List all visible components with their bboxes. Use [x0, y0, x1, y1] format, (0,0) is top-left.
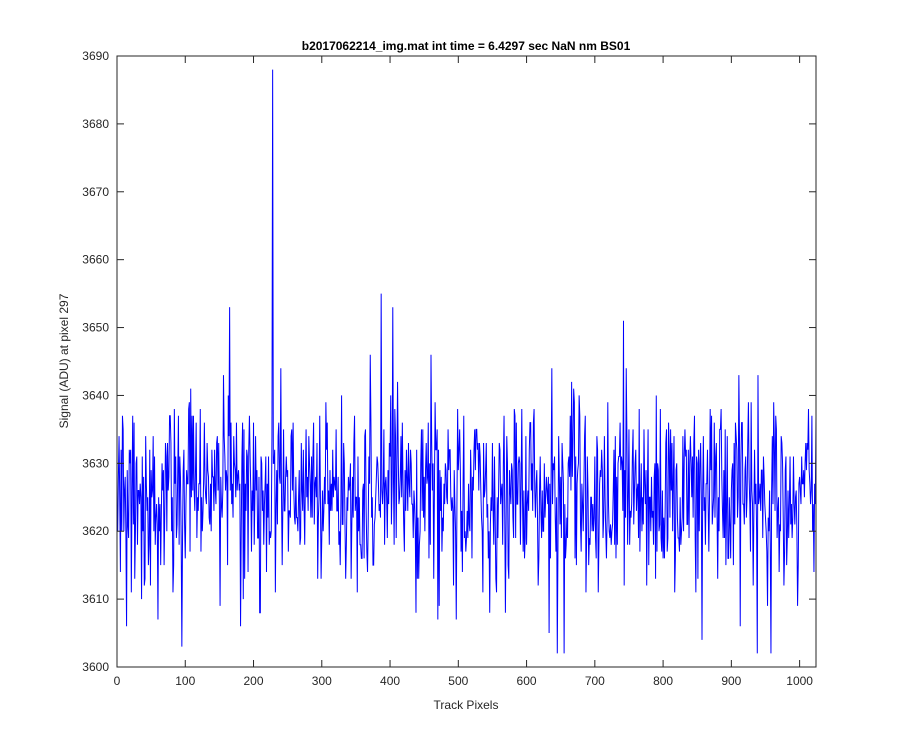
x-axis-label: Track Pixels: [434, 698, 499, 712]
y-tick-label: 3650: [82, 321, 109, 335]
x-tick-label: 100: [175, 674, 195, 688]
x-tick-label: 300: [312, 674, 332, 688]
x-tick-label: 200: [244, 674, 264, 688]
y-tick-label: 3600: [82, 660, 109, 674]
y-tick-label: 3610: [82, 592, 109, 606]
x-axis: 0 100 200 300 400 500 600 700 800 900 1000: [114, 56, 813, 688]
x-tick-label: 600: [517, 674, 537, 688]
y-tick-label: 3630: [82, 456, 109, 470]
series-layer: [117, 69, 817, 654]
x-tick-label: 1000: [786, 674, 813, 688]
x-tick-label: 900: [721, 674, 741, 688]
y-tick-label: 3620: [82, 524, 109, 538]
chart-title: b2017062214_img.mat int time = 6.4297 se…: [302, 39, 631, 53]
y-axis-label: Signal (ADU) at pixel 297: [57, 293, 71, 428]
plot-box: [116, 55, 817, 668]
y-tick-label: 3660: [82, 253, 109, 267]
x-tick-label: 400: [380, 674, 400, 688]
y-tick-label: 3670: [82, 185, 109, 199]
x-tick-label: 0: [114, 674, 121, 688]
y-tick-label: 3680: [82, 117, 109, 131]
plot-area: [117, 56, 816, 667]
y-tick-label: 3690: [82, 49, 109, 63]
signal-series-line: [117, 69, 817, 654]
x-tick-label: 700: [585, 674, 605, 688]
x-tick-label: 500: [448, 674, 468, 688]
y-axis: 3600 3610 3620 3630 3640 3650 3660 3670 3680 3690: [82, 49, 816, 674]
x-tick-label: 800: [653, 674, 673, 688]
y-tick-label: 3640: [82, 388, 109, 402]
